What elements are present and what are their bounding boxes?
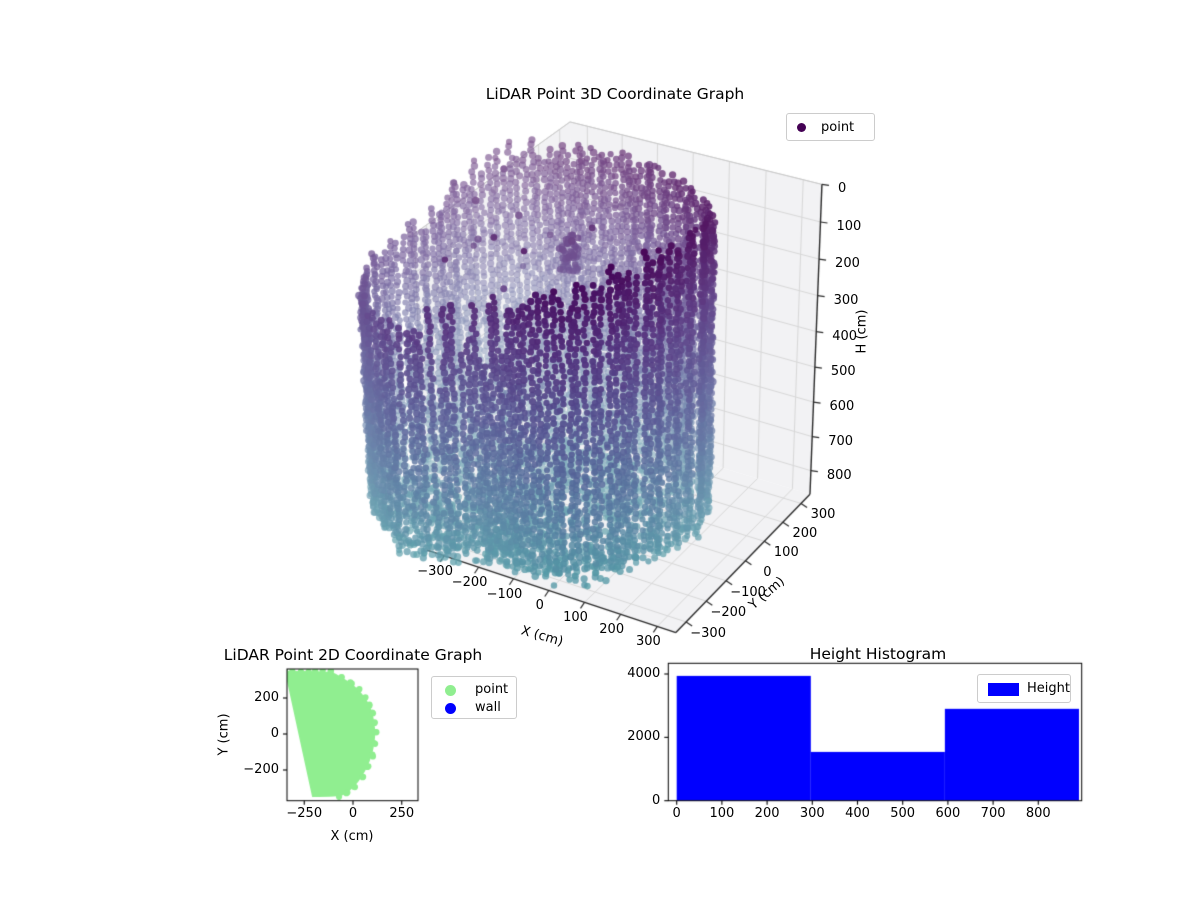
- plot3d-legend-label: point: [821, 120, 855, 135]
- tick-label: 0: [348, 805, 358, 821]
- tick-label: 0: [763, 564, 772, 580]
- tick-label: −250: [286, 805, 323, 821]
- tick-label: 100: [563, 610, 588, 626]
- tick-label: 0: [535, 598, 544, 614]
- plot3d-title: LiDAR Point 3D Coordinate Graph: [485, 85, 745, 103]
- plot2d-legend-wall-label: wall: [475, 700, 501, 715]
- tick-label: 0: [672, 805, 681, 821]
- tick-label: 800: [826, 467, 852, 483]
- tick-label: 200: [835, 256, 860, 272]
- hist-legend: Height: [977, 674, 1071, 703]
- tick-label: 300: [810, 507, 836, 523]
- tick-label: 600: [829, 399, 855, 415]
- tick-label: 4000: [627, 666, 661, 681]
- tick-label: 500: [830, 364, 856, 380]
- tick-label: 100: [709, 805, 735, 821]
- tick-label: 200: [254, 690, 279, 705]
- tick-label: −200: [243, 762, 279, 777]
- tick-label: 400: [832, 328, 858, 344]
- tick-label: 300: [833, 292, 859, 308]
- tick-label: 100: [773, 545, 799, 561]
- tick-label: 250: [389, 805, 415, 821]
- plot2d-legend: point wall: [431, 676, 517, 719]
- tick-label: 500: [890, 805, 916, 821]
- tick-label: −300: [690, 625, 726, 641]
- tick-label: −100: [486, 586, 523, 602]
- hist-legend-label: Height: [1027, 681, 1070, 696]
- tick-label: 800: [1025, 805, 1051, 821]
- point-marker-icon: [445, 685, 456, 696]
- tick-label: 400: [845, 805, 870, 821]
- tick-label: 300: [799, 805, 825, 821]
- tick-label: 700: [828, 433, 854, 449]
- tick-label: 100: [836, 218, 862, 234]
- tick-label: −200: [710, 605, 747, 621]
- plot2d-title: LiDAR Point 2D Coordinate Graph: [223, 646, 483, 664]
- tick-label: 2000: [627, 729, 661, 745]
- plot2d-x-axis-label: X (cm): [330, 829, 374, 844]
- hist-title: Height Histogram: [809, 645, 947, 663]
- height-bar-swatch-icon: [988, 683, 1019, 696]
- tick-label: 0: [270, 726, 279, 741]
- tick-label: −100: [730, 584, 766, 600]
- tick-label: −200: [451, 575, 488, 591]
- tick-label: 200: [792, 526, 818, 542]
- tick-label: 200: [754, 805, 780, 821]
- tick-label: 700: [980, 805, 1006, 821]
- plot2d-legend-point-label: point: [475, 682, 509, 697]
- tick-label: −300: [417, 563, 453, 579]
- plot3d-legend: point: [786, 113, 875, 141]
- point-marker-icon: [797, 123, 806, 132]
- tick-label: 200: [599, 622, 625, 638]
- tick-label: 300: [635, 634, 661, 650]
- wall-marker-icon: [445, 703, 456, 714]
- tick-label: 0: [652, 792, 661, 808]
- tick-label: 600: [935, 805, 961, 821]
- tick-label: 0: [837, 181, 847, 197]
